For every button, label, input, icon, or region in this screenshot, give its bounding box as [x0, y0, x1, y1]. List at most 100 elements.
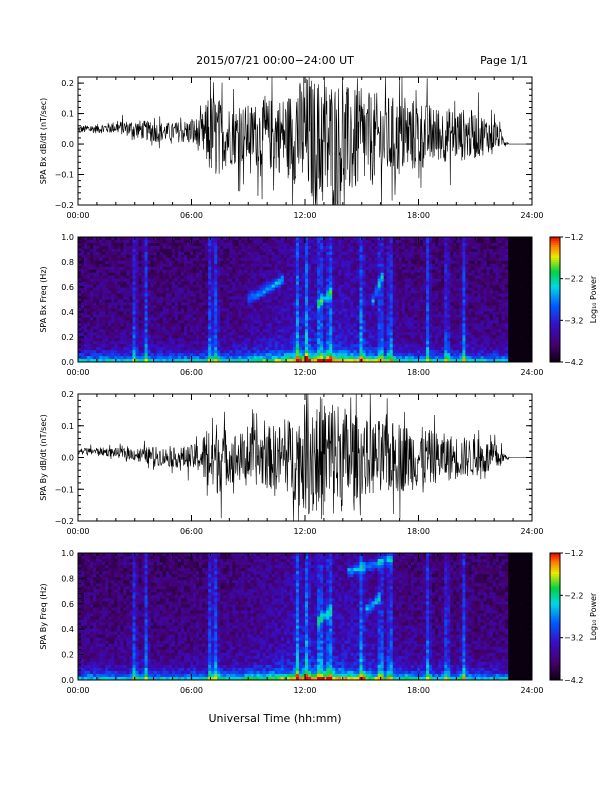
spectrogram-cell	[183, 263, 188, 268]
spectrogram-cell	[413, 308, 418, 312]
spectrogram-cell	[395, 353, 400, 357]
spectrogram-cell	[416, 338, 421, 342]
spectrogram-cell	[244, 323, 248, 327]
spectrogram-cell	[96, 332, 100, 336]
spectrogram-cell	[368, 272, 372, 277]
spectrogram-cell	[416, 302, 421, 306]
spectrogram-cell	[205, 311, 209, 315]
spectrogram-cell	[123, 272, 127, 277]
spectrogram-cell	[426, 248, 430, 253]
spectrogram-cell	[123, 323, 127, 327]
spectrogram-cell	[214, 296, 218, 300]
spectrogram-cell	[220, 359, 224, 363]
spectrogram-cell	[407, 347, 412, 351]
spectrogram-cell	[144, 359, 149, 363]
spectrogram-cell	[420, 338, 424, 342]
spectrogram-cell	[317, 332, 321, 336]
spectrogram-cell	[147, 359, 152, 363]
spectrogram-cell	[311, 338, 315, 342]
spectrogram-cell	[301, 278, 306, 283]
spectrogram-cell	[150, 281, 155, 286]
spectrogram-cell	[298, 353, 303, 357]
spectrogram-cell	[423, 356, 427, 360]
spectrogram-cell	[404, 263, 409, 268]
spectrogram-cell	[262, 302, 267, 306]
x-tick-label: 00:00	[66, 211, 89, 220]
spectrogram-cell	[93, 260, 97, 265]
spectrogram-cell	[84, 344, 88, 348]
spectrogram-cell	[368, 269, 372, 274]
spectrogram-cell	[350, 237, 354, 241]
spectrogram-cell	[193, 293, 197, 297]
spectrogram-cell	[298, 278, 303, 283]
spectrogram-cell	[332, 299, 336, 303]
spectrogram-cell	[350, 251, 354, 256]
spectrogram-cell	[229, 356, 233, 360]
spectrogram-cell	[123, 305, 127, 309]
spectrogram-cell	[259, 314, 264, 318]
spectrogram-cell	[383, 299, 388, 303]
spectrogram-cell	[84, 350, 88, 354]
spectrogram-cell	[256, 296, 260, 300]
spectrogram-cell	[423, 263, 427, 268]
spectrogram-cell	[332, 314, 336, 318]
spectrogram-cell	[277, 275, 282, 280]
spectrogram-cell	[292, 347, 297, 351]
spectrogram-cell	[423, 338, 427, 342]
spectrogram-cell	[359, 248, 363, 253]
spectrogram-cell	[135, 293, 139, 297]
spectrogram-cell	[253, 338, 257, 342]
spectrogram-cell	[410, 311, 415, 315]
spectrogram-cell	[132, 263, 136, 268]
spectrogram-cell	[271, 314, 276, 318]
spectrogram-cell	[308, 344, 312, 348]
spectrogram-cell	[99, 287, 103, 291]
spectrogram-cell	[159, 257, 164, 262]
spectrogram-cell	[226, 293, 230, 297]
spectrogram-cell	[392, 284, 397, 288]
spectrogram-cell	[93, 311, 97, 315]
spectrogram-cell	[186, 263, 191, 268]
spectrogram-cell	[283, 305, 288, 309]
spectrogram-cell	[81, 263, 85, 268]
spectrogram-cell	[380, 311, 385, 315]
spectrogram-cell	[96, 248, 100, 253]
spectrogram-cell	[389, 359, 394, 363]
spectrogram-cell	[329, 287, 333, 291]
spectrogram-cell	[410, 305, 415, 309]
spectrogram-cell	[368, 260, 372, 265]
spectrogram-cell	[371, 335, 376, 339]
spectrogram-cell	[247, 326, 251, 330]
spectrogram-cell	[410, 275, 415, 280]
spectrogram-cell	[117, 287, 121, 291]
spectrogram-cell	[420, 284, 424, 288]
spectrogram-cell	[362, 281, 366, 286]
spectrogram-cell	[398, 311, 403, 315]
spectrogram-cell	[283, 239, 288, 244]
spectrogram-cell	[274, 239, 279, 244]
spectrogram-cell	[292, 296, 297, 300]
spectrogram-cell	[87, 287, 91, 291]
spectrogram-cell	[132, 260, 136, 265]
spectrogram-cell	[341, 302, 345, 306]
spectrogram-cell	[280, 344, 285, 348]
spectrogram-cell	[326, 237, 330, 241]
spectrogram-cell	[93, 326, 97, 330]
spectrogram-cell	[286, 299, 291, 303]
spectrogram-cell	[359, 320, 363, 324]
spectrogram-cell	[126, 326, 130, 330]
spectrogram-cell	[389, 341, 394, 345]
spectrogram-cell	[401, 359, 406, 363]
spectrogram-cell	[117, 263, 121, 268]
spectrogram-cell	[332, 332, 336, 336]
spectrogram-cell	[159, 242, 164, 247]
spectrogram-cell	[423, 254, 427, 259]
spectrogram-cell	[371, 254, 376, 259]
spectrogram-cell	[199, 323, 203, 327]
spectrogram-cell	[359, 254, 363, 259]
spectrogram-cell	[420, 335, 424, 339]
spectrogram-cell	[404, 305, 409, 309]
spectrogram-cell	[395, 311, 400, 315]
spectrogram-cell	[413, 248, 418, 253]
spectrogram-cell	[356, 335, 360, 339]
